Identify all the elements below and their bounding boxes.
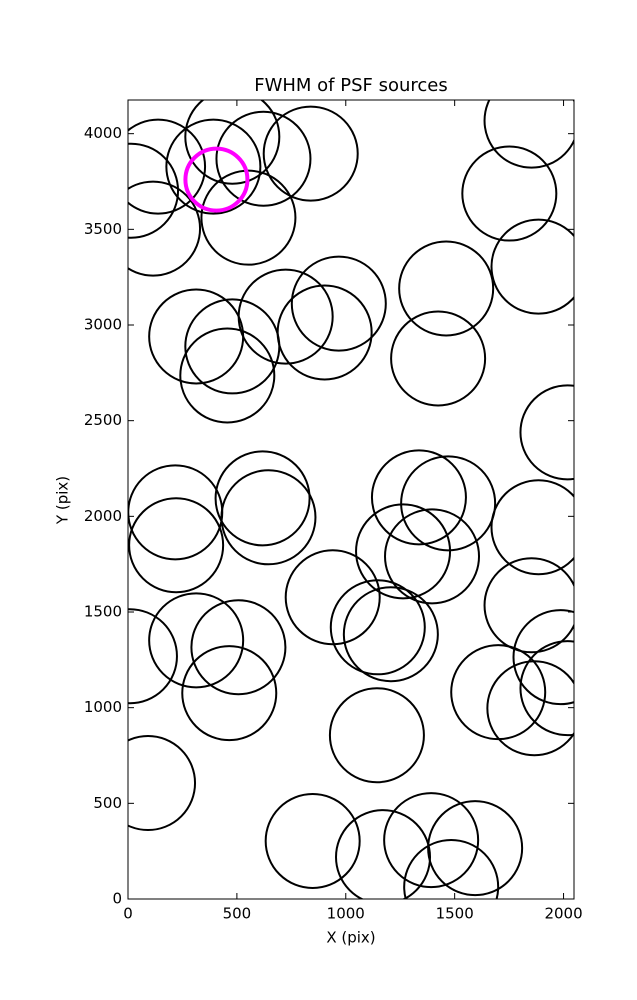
x-tick-label: 1500: [436, 905, 474, 923]
psf-source: [128, 118, 207, 215]
y-tick-label: 1000: [84, 698, 122, 716]
psf-source: [181, 645, 278, 742]
psf-source: [483, 557, 574, 654]
psf-source: [427, 800, 524, 897]
psf-source: [215, 110, 312, 207]
psf-source: [128, 735, 197, 832]
psf-source: [519, 384, 574, 481]
psf-source: [220, 469, 317, 566]
psf-source: [329, 579, 426, 676]
psf-source: [384, 508, 481, 605]
psf-source: [284, 549, 381, 646]
highlight-source: [183, 146, 250, 213]
psf-source: [383, 792, 480, 889]
y-tick-label: 0: [112, 890, 122, 908]
x-tick-label: 2000: [544, 905, 582, 923]
psf-source: [483, 100, 574, 169]
y-tick-label: 1500: [84, 603, 122, 621]
y-tick-label: 4000: [84, 124, 122, 142]
x-axis-label: X (pix): [326, 929, 375, 947]
psf-source: [342, 586, 439, 683]
x-tick-label: 1000: [327, 905, 365, 923]
psf-source: [355, 503, 452, 600]
psf-source: [403, 838, 500, 899]
psf-source: [200, 169, 297, 266]
psf-source: [128, 497, 225, 594]
psf-source: [276, 284, 373, 381]
y-tick-label: 3000: [84, 316, 122, 334]
psf-source: [128, 608, 178, 705]
psf-source: [190, 599, 287, 696]
psf-source: [128, 142, 180, 239]
psf-source: [370, 449, 467, 546]
y-tick-label: 2000: [84, 507, 122, 525]
y-tick-label: 2500: [84, 411, 122, 429]
psf-source: [519, 640, 574, 737]
plot-area: [128, 100, 574, 899]
plot-frame: [127, 99, 575, 900]
y-axis-label: Y (pix): [54, 476, 72, 525]
psf-source: [328, 687, 425, 784]
psf-source: [214, 450, 311, 547]
psf-source: [148, 288, 245, 385]
psf-source: [262, 105, 359, 202]
x-tick-label: 500: [223, 905, 252, 923]
psf-source: [398, 240, 495, 337]
psf-source: [179, 327, 276, 424]
psf-source: [390, 310, 487, 407]
psf-source: [184, 298, 281, 395]
psf-source: [400, 455, 497, 552]
psf-source: [290, 255, 387, 352]
psf-source: [461, 145, 558, 242]
chart-title: FWHM of PSF sources: [254, 75, 448, 96]
psf-source: [490, 479, 574, 576]
y-tick-label: 3500: [84, 220, 122, 238]
y-tick-label: 500: [93, 794, 122, 812]
psf-source: [128, 180, 202, 277]
psf-source: [512, 609, 574, 706]
psf-source: [490, 218, 574, 315]
x-tick-label: 0: [123, 905, 133, 923]
psf-source: [165, 118, 262, 215]
psf-source: [148, 592, 245, 689]
psf-source: [237, 268, 334, 365]
psf-source: [184, 100, 281, 185]
psf-source: [335, 809, 431, 899]
psf-source: [486, 660, 574, 757]
psf-source: [264, 793, 361, 890]
